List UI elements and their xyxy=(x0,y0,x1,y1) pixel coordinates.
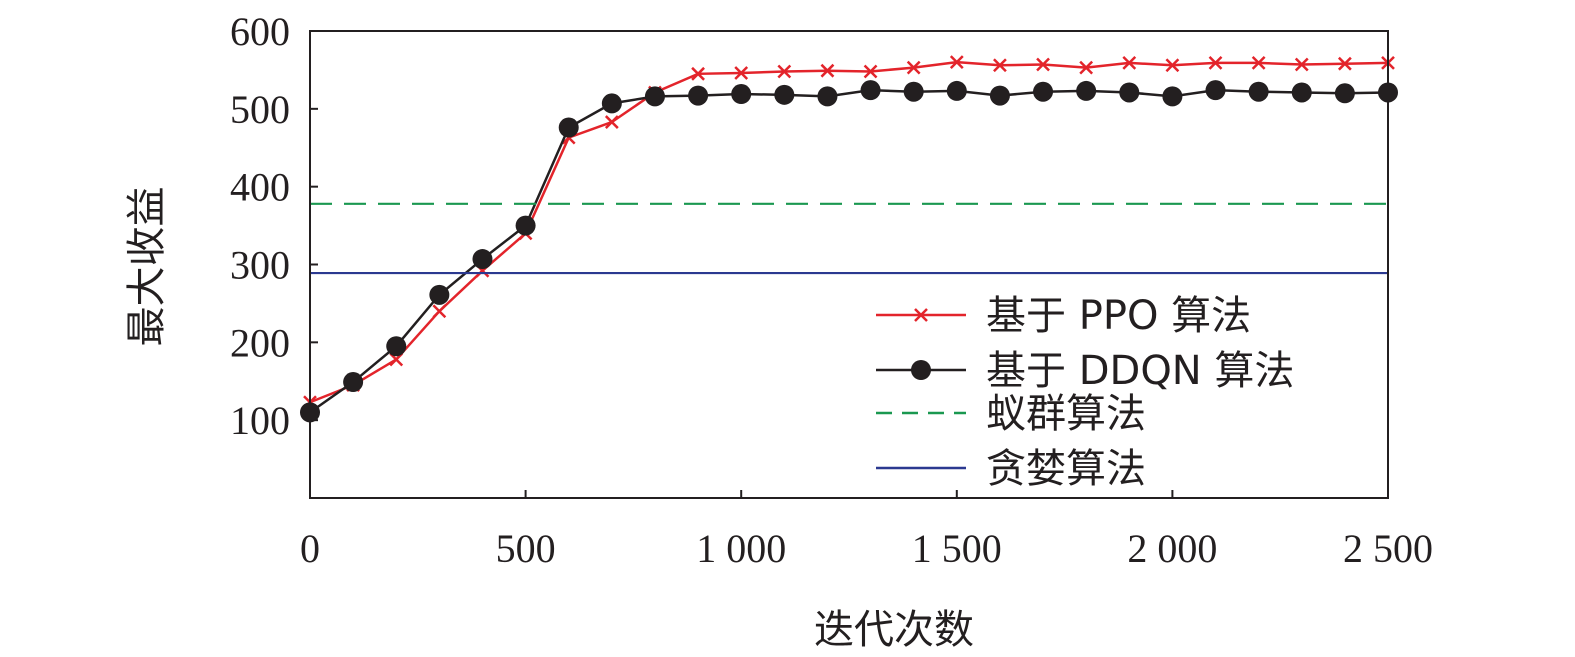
data-point xyxy=(1291,82,1312,103)
data-point xyxy=(389,352,404,367)
data-point xyxy=(731,84,752,105)
data-point xyxy=(906,60,921,75)
data-point xyxy=(777,64,792,79)
x-tick-label: 1 000 xyxy=(696,526,786,571)
data-point xyxy=(989,85,1010,106)
y-tick-label: 400 xyxy=(230,165,290,210)
data-point xyxy=(817,86,838,107)
data-point xyxy=(1119,82,1140,103)
x-tick-label: 1 500 xyxy=(912,526,1002,571)
plot-frame xyxy=(309,30,1389,499)
data-point xyxy=(1076,80,1097,101)
data-point xyxy=(601,93,622,114)
y-axis-title: 最大收益 xyxy=(124,187,170,347)
data-point xyxy=(1294,57,1309,72)
data-point xyxy=(1208,56,1223,70)
data-point xyxy=(644,86,665,107)
y-tick-label: 100 xyxy=(230,398,290,443)
y-tick-label: 300 xyxy=(230,243,290,288)
data-point xyxy=(1033,81,1054,102)
data-point xyxy=(1122,56,1137,70)
y-tick-label: 500 xyxy=(230,87,290,132)
legend-marker-1 xyxy=(911,360,931,380)
data-point xyxy=(1079,60,1094,75)
data-point xyxy=(1165,58,1180,73)
legend-label-0: 基于 PPO 算法 xyxy=(986,293,1251,339)
data-point xyxy=(820,63,835,78)
data-point xyxy=(515,215,536,236)
axes-layer xyxy=(309,30,1389,499)
data-point xyxy=(1162,86,1183,107)
legend-label-1: 基于 DDQN 算法 xyxy=(986,348,1294,394)
data-point xyxy=(1337,56,1352,71)
data-point xyxy=(993,58,1007,73)
x-tick-label: 0 xyxy=(300,526,320,571)
data-point xyxy=(949,55,964,70)
data-point xyxy=(472,249,493,270)
data-point xyxy=(1036,57,1050,72)
legend-label-2: 蚁群算法 xyxy=(986,391,1146,437)
x-axis-title: 迭代次数 xyxy=(814,607,974,653)
data-point xyxy=(1334,83,1355,104)
data-point xyxy=(1248,81,1269,102)
ticks-layer: 0 500 1 000 1 500 2 000 2 500 100 200 300 400 500 6… xyxy=(230,9,1433,571)
y-tick-label: 600 xyxy=(230,9,290,54)
data-point xyxy=(863,64,878,79)
data-point xyxy=(688,85,709,106)
data-point xyxy=(1251,56,1266,70)
data-point xyxy=(691,66,705,81)
x-tick-label: 2 000 xyxy=(1127,526,1217,571)
data-point xyxy=(860,80,881,101)
data-point xyxy=(734,66,749,80)
x-tick-label: 500 xyxy=(496,526,556,571)
data-point xyxy=(386,336,407,357)
data-point xyxy=(903,81,924,102)
data-point xyxy=(432,304,447,319)
legend-marker-0 xyxy=(914,308,928,322)
data-point xyxy=(343,372,364,393)
data-point xyxy=(774,84,795,105)
data-point xyxy=(1205,80,1226,101)
x-tick-label: 2 500 xyxy=(1343,526,1433,571)
data-point xyxy=(604,115,619,129)
data-point xyxy=(558,117,579,138)
y-tick-label: 200 xyxy=(230,320,290,365)
data-point xyxy=(429,284,450,305)
data-point xyxy=(946,80,967,101)
plot-layer xyxy=(300,55,1398,423)
legend-label-3: 贪婪算法 xyxy=(986,446,1146,492)
